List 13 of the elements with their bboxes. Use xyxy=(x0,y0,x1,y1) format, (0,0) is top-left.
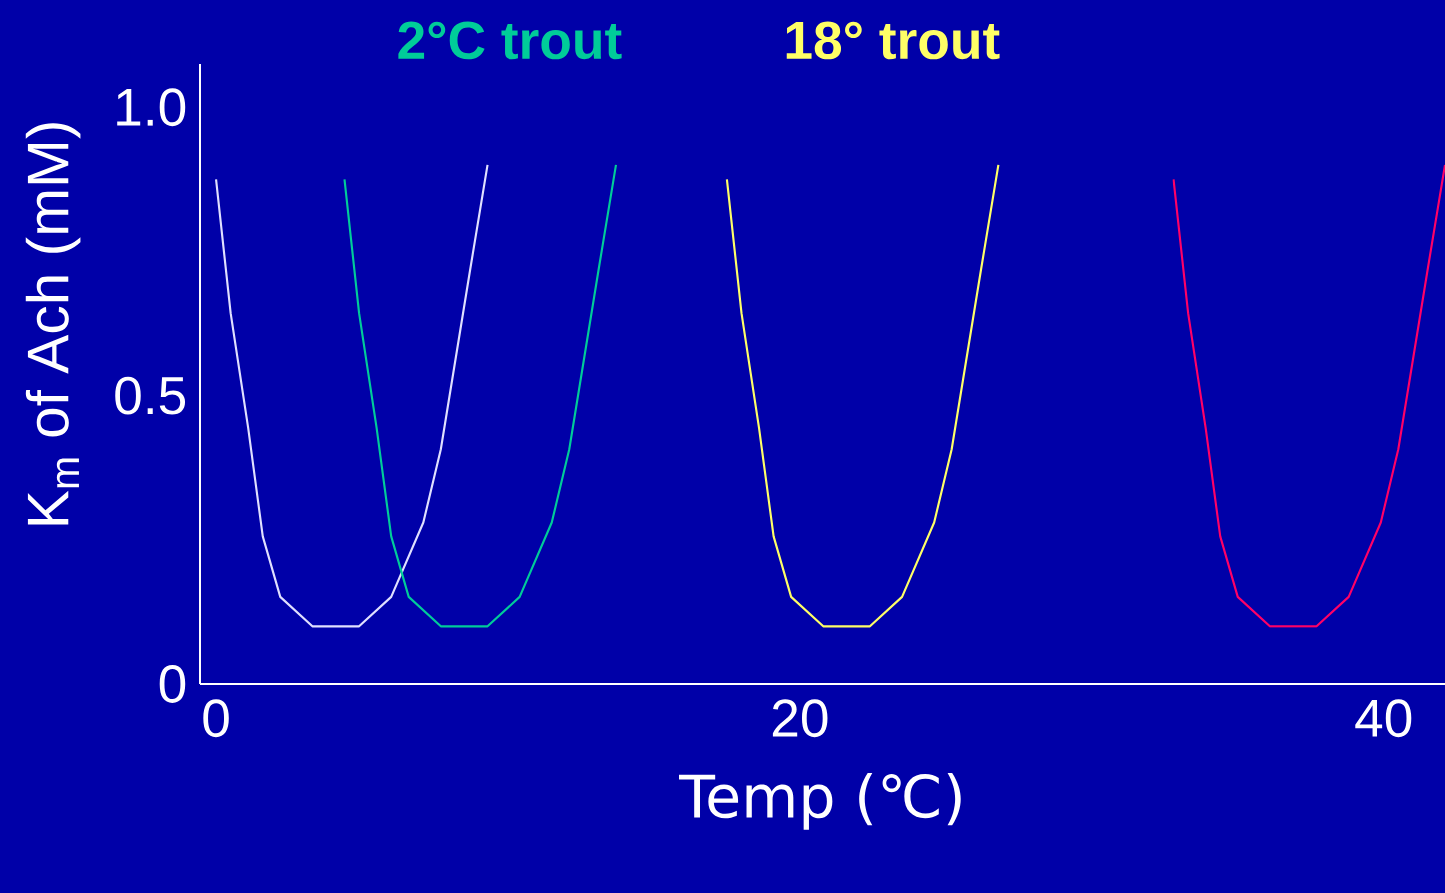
x-tick-label: 0 xyxy=(203,699,229,738)
line-series xyxy=(725,163,1000,628)
y-axis-title: K$_{m}$ of Ach (mM) xyxy=(25,123,81,525)
series-label: 2°C trout xyxy=(398,21,622,60)
x-tick-label: 40 xyxy=(1355,699,1412,738)
line-series xyxy=(343,163,618,628)
series-label: 18° trout xyxy=(786,21,1000,60)
y-tick-label: 1.0 xyxy=(117,88,186,127)
line-series xyxy=(214,163,489,628)
x-tick-label: 20 xyxy=(772,699,828,738)
x-axis-title: Temp (℃) xyxy=(679,772,961,830)
y-tick-label: 0.5 xyxy=(115,376,186,415)
y-tick-label: 0 xyxy=(159,665,186,703)
